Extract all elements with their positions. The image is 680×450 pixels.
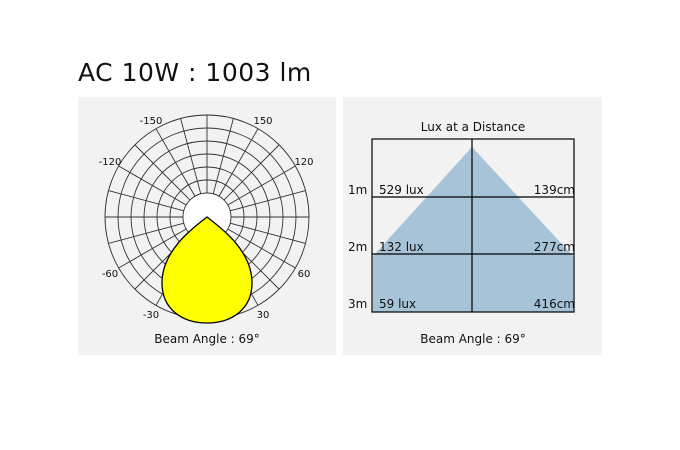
polar-spoke <box>223 144 280 201</box>
distance-label-2m: 2m <box>348 240 367 254</box>
lux-beam-angle-caption: Beam Angle : 69° <box>420 332 526 346</box>
angle-label: -60 <box>102 269 118 280</box>
light-cone <box>373 147 573 312</box>
beam-width-2m: 277cm <box>534 240 575 254</box>
lux-distance-panel: Lux at a Distance 1m 529 lux 139cm 2m 13… <box>343 97 602 355</box>
polar-angle-labels: -150 150 -120 120 -60 60 -30 30 <box>99 116 314 321</box>
angle-label: -150 <box>140 116 163 127</box>
polar-spoke <box>230 222 306 244</box>
polar-spoke <box>230 190 306 212</box>
angle-label: 120 <box>294 157 313 168</box>
lux-distance-diagram: Lux at a Distance 1m 529 lux 139cm 2m 13… <box>348 120 575 346</box>
angle-label: -120 <box>99 157 122 168</box>
lux-value-3m: 59 lux <box>379 297 416 311</box>
angle-label: 30 <box>257 310 270 321</box>
beam-width-3m: 416cm <box>534 297 575 311</box>
angle-label: 150 <box>253 116 272 127</box>
lux-value-2m: 132 lux <box>379 240 424 254</box>
polar-diagram: -150 150 -120 120 -60 60 -30 30 Beam Angle : 69… <box>99 114 314 346</box>
polar-spoke <box>218 128 259 197</box>
polar-beam-angle-caption: Beam Angle : 69° <box>154 332 260 346</box>
polar-spoke <box>227 165 296 206</box>
polar-spoke <box>118 165 187 206</box>
distance-label-3m: 3m <box>348 297 367 311</box>
polar-spoke <box>134 144 191 201</box>
angle-label: -30 <box>143 310 159 321</box>
beam-width-1m: 139cm <box>534 183 575 197</box>
polar-spoke <box>212 118 234 194</box>
polar-spoke <box>180 118 202 194</box>
polar-spoke <box>227 228 296 269</box>
page-title: AC 10W : 1003 lm <box>78 58 312 87</box>
lux-value-1m: 529 lux <box>379 183 424 197</box>
polar-diagram-panel: -150 150 -120 120 -60 60 -30 30 Beam Angle : 69… <box>78 97 336 355</box>
beam-distribution-shape <box>161 216 253 324</box>
polar-spoke <box>118 228 187 269</box>
polar-spoke <box>155 128 196 197</box>
lux-grid-frame <box>371 138 575 313</box>
distance-label-1m: 1m <box>348 183 367 197</box>
polar-spoke <box>108 190 184 212</box>
polar-spoke <box>108 222 184 244</box>
angle-label: 60 <box>298 269 311 280</box>
lux-chart-title: Lux at a Distance <box>421 120 526 134</box>
